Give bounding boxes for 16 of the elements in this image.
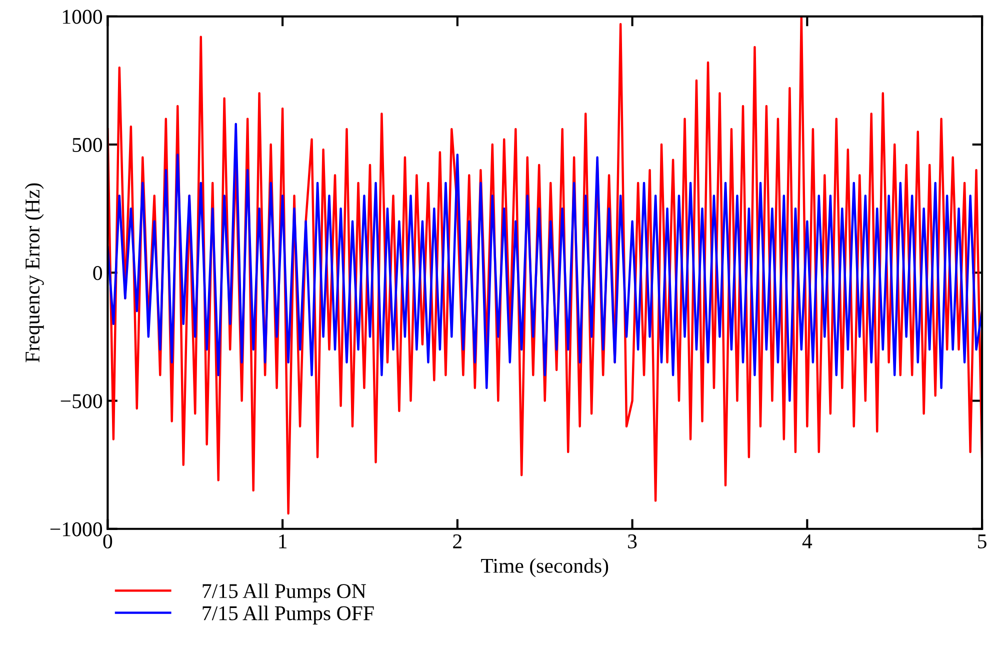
line-series bbox=[108, 122, 982, 402]
y-tick-label: 0 bbox=[93, 266, 102, 280]
x-axis-title: Time (seconds) bbox=[481, 558, 608, 578]
x-tick-label: 4 bbox=[802, 534, 812, 548]
y-tick-label: 1000 bbox=[62, 10, 102, 24]
x-tick-label: 5 bbox=[978, 534, 986, 548]
y-axis-title: Frequency Error (Hz) bbox=[24, 183, 44, 362]
y-tick-label: −1000 bbox=[50, 522, 102, 536]
legend-label: 7/15 All Pumps OFF bbox=[202, 606, 374, 625]
x-tick-label: 3 bbox=[628, 534, 637, 548]
x-tick-label: 0 bbox=[103, 534, 112, 548]
legend-label: 7/15 All Pumps ON bbox=[202, 583, 366, 602]
x-tick-label: 2 bbox=[453, 534, 462, 548]
x-tick-label: 1 bbox=[279, 534, 287, 548]
y-tick-label: 500 bbox=[72, 138, 102, 152]
y-tick-label: −500 bbox=[60, 394, 102, 408]
